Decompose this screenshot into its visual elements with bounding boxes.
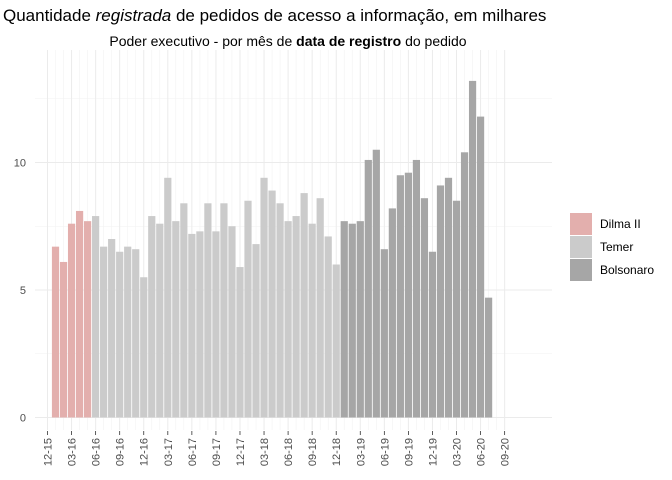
bar: 01-20: 9.1 bbox=[436, 185, 445, 418]
bar: 09-17: 7.3 bbox=[212, 231, 220, 418]
x-tick-label: 06-19 bbox=[379, 438, 391, 466]
x-tick-label: 06-20 bbox=[476, 438, 488, 466]
bar: 12-17: 5.9 bbox=[236, 267, 244, 418]
bar: 02-17: 7.6 bbox=[156, 223, 164, 418]
y-tick-label: 5 bbox=[20, 285, 26, 297]
x-tick-label: 06-18 bbox=[283, 438, 295, 466]
y-tick-label: 0 bbox=[20, 413, 26, 425]
bar: 12-16: 5.5 bbox=[140, 277, 148, 418]
x-tick-label: 09-19 bbox=[403, 438, 415, 466]
x-tick-label: 03-19 bbox=[355, 438, 367, 466]
bar: 11-17: 7.5 bbox=[228, 226, 236, 418]
legend-key bbox=[570, 259, 592, 281]
bar: 12-18: 6 bbox=[332, 264, 340, 418]
bars: 01-16: 6.702-16: 6.103-16: 7.604-16: 8.1… bbox=[51, 80, 493, 418]
bar: 06-18: 7.7 bbox=[284, 221, 292, 418]
chart-title-prefix: Quantidade bbox=[3, 6, 96, 25]
bar: 05-17: 8.4 bbox=[180, 203, 188, 418]
bar: 11-19: 8.6 bbox=[420, 198, 429, 418]
bar: 02-16: 6.1 bbox=[59, 261, 68, 418]
legend-key bbox=[570, 236, 592, 258]
x-tick-label: 09-16 bbox=[115, 438, 127, 466]
bar: 06-16: 7.9 bbox=[92, 216, 100, 418]
bar: 08-18: 8.8 bbox=[300, 193, 308, 418]
bar: 04-20: 10.4 bbox=[460, 152, 469, 418]
bar: 08-19: 9.5 bbox=[396, 175, 404, 418]
bar: 10-16: 6.7 bbox=[124, 246, 132, 418]
bar: 03-19: 7.7 bbox=[356, 221, 364, 418]
x-tick-label: 03-18 bbox=[259, 438, 271, 466]
x-tick-label: 03-20 bbox=[452, 438, 464, 466]
x-tick-label: 06-17 bbox=[187, 438, 199, 466]
bar: 04-17: 7.7 bbox=[172, 221, 180, 418]
chart-title: Quantidade registrada de pedidos de aces… bbox=[3, 6, 546, 26]
x-tick-label: 03-16 bbox=[67, 438, 79, 466]
chart-subtitle: Poder executivo - por mês de data de reg… bbox=[0, 33, 576, 49]
chart-title-italic: registrada bbox=[95, 6, 172, 25]
bar: 07-18: 7.9 bbox=[292, 216, 300, 418]
x-tick-label: 12-15 bbox=[43, 438, 55, 466]
legend: Dilma II Temer Bolsonaro bbox=[570, 213, 654, 281]
x-tick-label: 12-18 bbox=[331, 438, 343, 466]
y-tick-label: 10 bbox=[14, 158, 26, 170]
bar: 06-19: 6.6 bbox=[380, 249, 388, 418]
x-tick-label: 12-17 bbox=[235, 438, 247, 466]
bar: 08-17: 8.4 bbox=[204, 203, 212, 418]
bar: 10-17: 8.4 bbox=[220, 203, 228, 418]
bar: 03-16: 7.6 bbox=[67, 223, 76, 418]
bar: 07-19: 8.2 bbox=[388, 208, 396, 418]
legend-key bbox=[570, 213, 592, 235]
x-tick-label: 09-18 bbox=[307, 438, 319, 466]
bar: 05-19: 10.5 bbox=[372, 149, 380, 418]
bar: 09-18: 7.6 bbox=[308, 223, 316, 418]
chart-subtitle-bold: data de registro bbox=[296, 33, 402, 49]
bar: 07-20: 4.7 bbox=[485, 297, 493, 418]
bar: 07-17: 7.3 bbox=[196, 231, 204, 418]
legend-label: Dilma II bbox=[600, 217, 641, 231]
bar: 05-20: 13.2 bbox=[468, 80, 477, 418]
x-tick-label: 12-19 bbox=[427, 438, 439, 466]
x-tick-label: 12-16 bbox=[139, 438, 151, 466]
bar: 01-17: 7.9 bbox=[148, 216, 156, 418]
x-tick-label: 09-20 bbox=[500, 438, 512, 466]
bar: 02-20: 9.4 bbox=[444, 177, 453, 418]
bar: 04-19: 10.1 bbox=[364, 159, 372, 418]
legend-label: Bolsonaro bbox=[600, 263, 654, 277]
chart-title-suffix: de pedidos de acesso a informação, em mi… bbox=[171, 6, 547, 25]
bar: 06-17: 7.2 bbox=[188, 233, 196, 418]
legend-label: Temer bbox=[600, 240, 633, 254]
bar: 05-18: 8.4 bbox=[276, 203, 284, 418]
bar: 09-19: 9.6 bbox=[404, 172, 412, 418]
bar: 04-18: 8.9 bbox=[268, 190, 276, 418]
bar: 10-18: 8.6 bbox=[316, 198, 324, 418]
bar: 05-16: 7.7 bbox=[84, 221, 92, 418]
y-axis: 0 5 10 bbox=[14, 158, 26, 425]
bar: 11-18: 7.1 bbox=[324, 236, 332, 418]
bar: 01-19: 7.7 bbox=[340, 221, 348, 418]
bar: 02-18: 6.8 bbox=[252, 244, 260, 418]
chart-subtitle-suffix: do pedido bbox=[401, 33, 467, 49]
bar: 06-20: 11.8 bbox=[476, 116, 485, 418]
x-tick-label: 06-16 bbox=[91, 438, 103, 466]
bar: 04-16: 8.1 bbox=[75, 210, 84, 418]
bar: 02-19: 7.6 bbox=[348, 223, 356, 418]
x-tick-label: 03-17 bbox=[163, 438, 175, 466]
bar: 08-16: 7 bbox=[108, 239, 116, 418]
bar: 03-18: 9.4 bbox=[260, 177, 268, 418]
bar: 01-18: 8.5 bbox=[244, 200, 252, 418]
bar: 09-16: 6.5 bbox=[116, 251, 124, 418]
bar: 03-17: 9.4 bbox=[164, 177, 172, 418]
bar: 07-16: 6.7 bbox=[100, 246, 108, 418]
bar: 03-20: 8.5 bbox=[452, 200, 461, 418]
x-tick-label: 09-17 bbox=[211, 438, 223, 466]
chart-subtitle-prefix: Poder executivo - por mês de bbox=[109, 33, 297, 49]
bar: 10-19: 10.1 bbox=[412, 159, 421, 418]
x-axis: 12-15 03-16 06-16 09-16 12-16 03-17 06-17 09-17… bbox=[43, 431, 512, 466]
bar: 11-16: 6.6 bbox=[132, 249, 140, 418]
bar: 01-16: 6.7 bbox=[51, 246, 60, 418]
bar: 12-19: 6.5 bbox=[428, 251, 437, 418]
